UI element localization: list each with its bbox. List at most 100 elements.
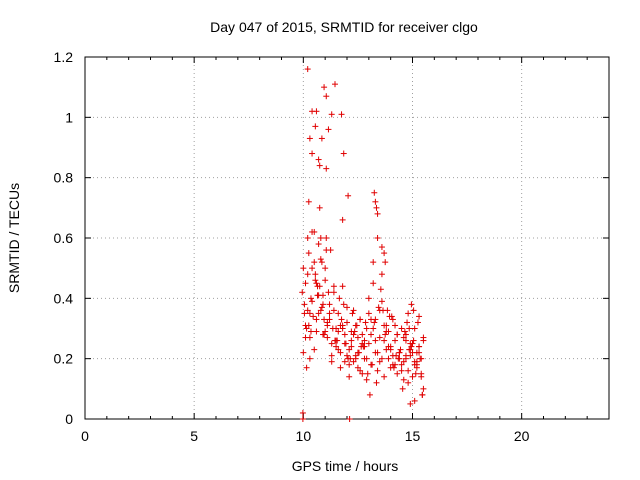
data-point: [380, 307, 387, 314]
data-point: [383, 328, 390, 335]
x-axis-label: GPS time / hours: [292, 458, 399, 474]
data-point: [413, 364, 420, 371]
data-point: [363, 355, 370, 362]
data-point: [376, 358, 383, 365]
data-point: [307, 295, 314, 302]
data-point: [341, 358, 348, 365]
data-point: [347, 355, 354, 362]
data-point: [366, 391, 373, 398]
data-point: [329, 325, 336, 332]
data-point: [392, 337, 399, 344]
data-point: [374, 235, 381, 241]
data-point: [299, 409, 306, 416]
data-point: [393, 352, 400, 359]
data-point: [324, 334, 331, 341]
data-point: [326, 310, 333, 317]
data-point: [349, 310, 356, 317]
data-point: [416, 313, 423, 320]
y-tick-label: 0.4: [54, 290, 74, 306]
data-point: [373, 204, 380, 211]
data-point: [400, 334, 407, 341]
data-point: [313, 280, 320, 287]
data-point: [321, 84, 328, 91]
data-point: [306, 135, 313, 142]
data-point: [339, 283, 346, 290]
data-point: [344, 319, 350, 326]
data-point: [376, 334, 383, 341]
data-point: [397, 346, 404, 353]
data-point: [317, 235, 324, 241]
data-point: [322, 277, 329, 284]
data-point: [378, 244, 385, 251]
data-point: [394, 370, 401, 377]
data-point: [333, 343, 340, 350]
data-point: [304, 307, 311, 314]
data-point: [318, 304, 325, 311]
data-point: [377, 286, 384, 293]
data-point: [381, 322, 388, 329]
data-point: [401, 328, 408, 335]
data-point: [396, 349, 403, 356]
data-point: [398, 325, 405, 332]
data-points: [299, 66, 427, 422]
x-tick-label: 0: [81, 428, 89, 444]
data-point: [337, 349, 344, 356]
data-point: [325, 289, 332, 296]
data-point: [302, 334, 309, 341]
data-point: [303, 325, 310, 332]
data-point: [350, 307, 357, 314]
y-tick-label: 0.8: [54, 170, 74, 186]
data-point: [381, 250, 388, 257]
data-point: [318, 135, 325, 142]
data-point: [408, 301, 415, 308]
data-point: [409, 373, 416, 380]
data-point: [410, 337, 417, 344]
data-point: [344, 352, 350, 359]
data-point: [413, 349, 420, 356]
data-point: [400, 376, 407, 383]
data-point: [316, 162, 323, 169]
data-point: [419, 391, 426, 398]
data-point: [315, 241, 322, 248]
data-point: [346, 416, 353, 422]
data-point: [346, 361, 353, 368]
data-point: [420, 337, 427, 344]
data-point: [371, 189, 378, 196]
data-point: [335, 310, 342, 317]
data-point: [406, 346, 413, 353]
data-point: [318, 259, 325, 266]
data-point: [389, 316, 396, 323]
data-point: [313, 328, 320, 335]
data-point: [322, 328, 329, 335]
y-tick-label: 1.2: [54, 49, 74, 65]
data-point: [390, 364, 397, 371]
data-point: [341, 331, 348, 338]
data-point: [368, 316, 375, 323]
y-tick-label: 0.6: [54, 230, 74, 246]
data-point: [405, 367, 412, 374]
data-point: [340, 301, 347, 308]
data-point: [309, 150, 316, 157]
data-point: [385, 343, 392, 350]
data-point: [309, 108, 316, 115]
data-point: [369, 361, 376, 368]
data-point: [402, 352, 409, 359]
data-point: [327, 247, 334, 254]
data-point: [312, 271, 319, 278]
data-point: [372, 198, 379, 205]
chart-title: Day 047 of 2015, SRMTID for receiver clg…: [210, 19, 478, 35]
data-point: [313, 316, 320, 323]
data-point: [370, 280, 377, 287]
data-point: [412, 370, 419, 377]
data-point: [309, 298, 316, 305]
data-point: [382, 331, 389, 338]
data-point: [374, 367, 381, 374]
data-point: [328, 111, 335, 118]
data-point: [360, 343, 367, 350]
data-point: [334, 337, 341, 344]
data-point: [316, 204, 323, 211]
data-point: [396, 355, 403, 362]
data-point: [387, 346, 394, 353]
data-point: [407, 340, 414, 347]
data-point: [328, 340, 335, 347]
